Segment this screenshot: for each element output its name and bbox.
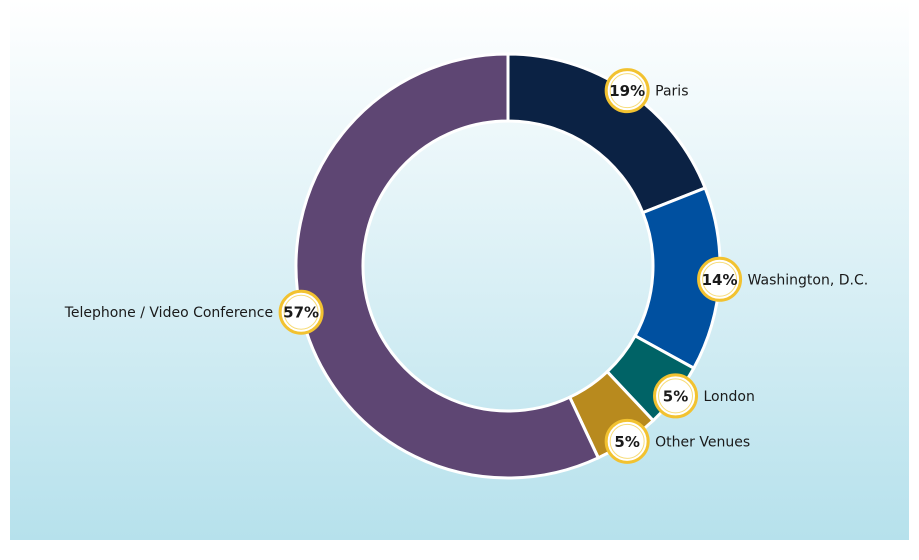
category-label: Telephone / Video Conference bbox=[64, 305, 273, 321]
value-label: 19% bbox=[609, 82, 645, 100]
value-label: 14% bbox=[702, 271, 738, 289]
badge-ring bbox=[283, 294, 319, 330]
badge bbox=[604, 68, 650, 114]
badge bbox=[697, 256, 743, 302]
category-label: London bbox=[704, 389, 755, 405]
badge bbox=[653, 373, 699, 419]
badge bbox=[604, 418, 650, 464]
badge-ring bbox=[702, 261, 738, 297]
donut-segment bbox=[294, 52, 601, 480]
category-label: Washington, D.C. bbox=[748, 272, 869, 288]
badge-ring bbox=[658, 378, 694, 414]
value-label: 57% bbox=[283, 304, 319, 322]
badge bbox=[278, 289, 324, 335]
category-label: Other Venues bbox=[655, 434, 750, 450]
badge-ring bbox=[609, 73, 645, 109]
badge-ring bbox=[609, 423, 645, 459]
value-label: 5% bbox=[614, 433, 639, 451]
category-label: Paris bbox=[655, 84, 688, 100]
value-label: 5% bbox=[663, 387, 688, 405]
